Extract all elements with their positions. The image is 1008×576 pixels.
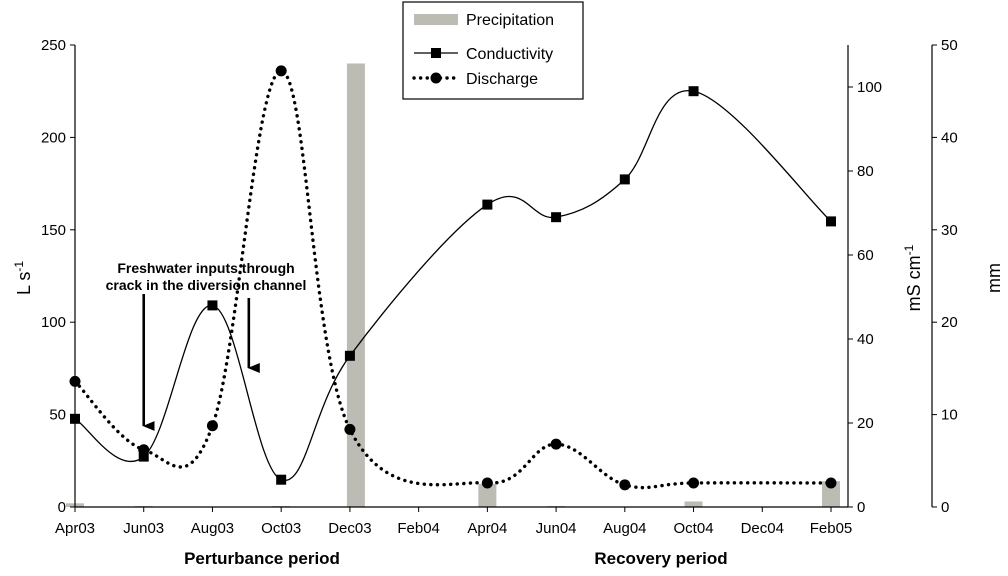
discharge-point [207,420,218,431]
conductivity-point [620,174,630,184]
x-axis-tick-label: Oct04 [674,520,714,537]
x-axis-tick-label: Feb04 [397,520,440,537]
right-axis-2-tick-label: 50 [941,37,958,54]
legend-swatch-precipitation [414,14,458,25]
discharge-point [138,444,149,455]
right-axis-1-tick-label: 20 [857,415,874,432]
legend-marker-discharge [431,73,442,84]
discharge-point [619,479,630,490]
right-axis-1-tick-label: 0 [857,499,865,516]
conductivity-point [482,200,492,210]
left-axis-tick-label: 50 [49,407,66,424]
discharge-point [482,477,493,488]
legend-label: Conductivity [466,46,553,63]
discharge-point [276,65,287,76]
x-axis-tick-label: Jun03 [123,520,164,537]
period-label: Recovery period [594,549,727,568]
x-axis-tick-label: Feb05 [810,520,853,537]
precipitation-bar [685,501,703,507]
legend-marker-conductivity [431,48,441,58]
legend-label: Precipitation [466,12,554,29]
conductivity-point [345,351,355,361]
annotation-text: Freshwater inputs through [117,260,294,276]
discharge-point [551,439,562,450]
left-axis-tick-label: 250 [41,37,66,54]
discharge-point [344,424,355,435]
right-axis-1-title: mS cm-1 [902,244,924,311]
x-axis-tick-label: Apr04 [467,520,507,537]
conductivity-point [689,86,699,96]
right-axis-2-tick-label: 0 [941,499,949,516]
x-axis-tick-label: Dec03 [328,520,371,537]
right-axis-2-tick-label: 30 [941,222,958,239]
conductivity-point [276,475,286,485]
annotation-text: crack in the diversion channel [106,277,307,293]
x-axis-tick-label: Aug03 [191,520,234,537]
discharge-point [688,477,699,488]
x-axis-tick-label: Jun04 [536,520,577,537]
right-axis-1-tick-label: 80 [857,163,874,180]
discharge-point [826,477,837,488]
discharge-point [70,376,81,387]
right-axis-2-title: mm [984,263,1004,293]
right-axis-1-tick-label: 100 [857,79,882,96]
conductivity-point [826,216,836,226]
right-axis-1-tick-label: 40 [857,331,874,348]
conductivity-point [207,300,217,310]
x-axis-tick-label: Oct03 [261,520,301,537]
left-axis-tick-label: 100 [41,314,66,331]
left-axis-tick-label: 200 [41,129,66,146]
right-axis-2-tick-label: 10 [941,407,958,424]
conductivity-point [551,212,561,222]
left-axis-tick-label: 0 [58,499,66,516]
legend-label: Discharge [466,71,538,88]
period-label: Perturbance period [184,549,340,568]
x-axis-tick-label: Aug04 [603,520,646,537]
right-axis-1-tick-label: 60 [857,247,874,264]
x-axis-tick-label: Dec04 [741,520,784,537]
x-axis-tick-label: Apr03 [55,520,95,537]
right-axis-2-tick-label: 20 [941,314,958,331]
left-axis-tick-label: 150 [41,222,66,239]
conductivity-point [70,414,80,424]
left-axis-title: L s-1 [12,261,34,295]
right-axis-2-tick-label: 40 [941,129,958,146]
